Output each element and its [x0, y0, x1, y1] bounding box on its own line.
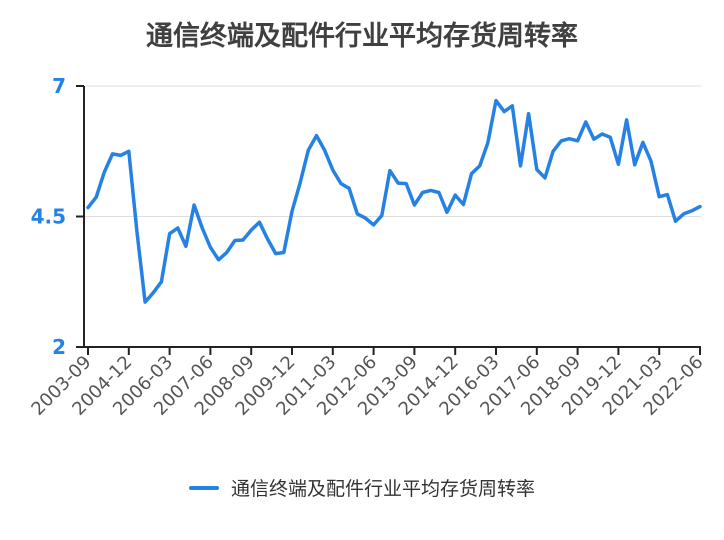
series-layer: [86, 98, 702, 304]
legend: 通信终端及配件行业平均存货周转率: [0, 474, 724, 501]
legend-label: 通信终端及配件行业平均存货周转率: [230, 478, 535, 500]
series-line: [86, 98, 702, 304]
grid-lines: [84, 85, 701, 217]
y-tick-label: 4.5: [31, 205, 66, 229]
y-tick-label: 7: [52, 74, 66, 98]
legend-swatch: [188, 485, 219, 490]
x-axis-ticks: 2003-092004-122006-032007-062008-092009-…: [27, 347, 708, 420]
y-axis-ticks: 24.57: [31, 74, 84, 359]
y-tick-label: 2: [52, 335, 66, 359]
chart-title: 通信终端及配件行业平均存货周转率: [146, 21, 578, 52]
